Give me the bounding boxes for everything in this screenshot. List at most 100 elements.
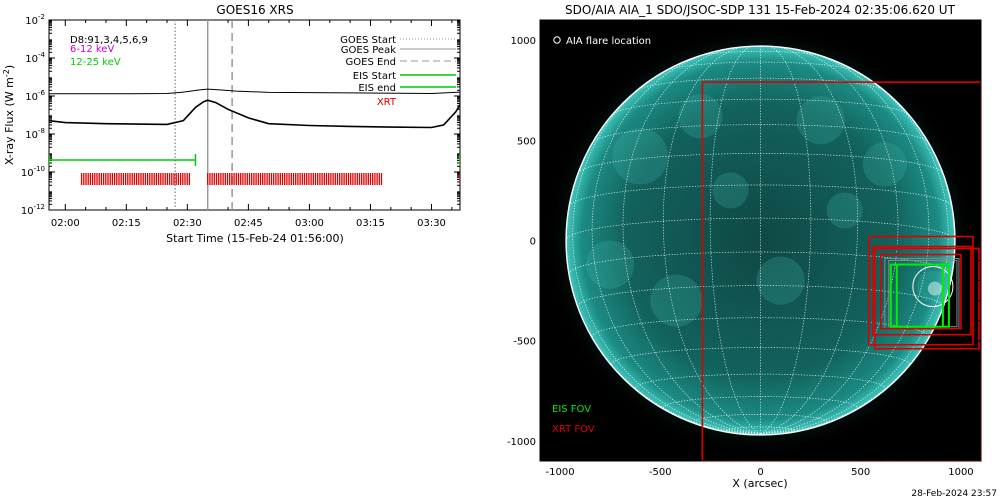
goes-plot-frame <box>48 19 461 211</box>
goes-y-tick-base: 10 <box>21 168 34 179</box>
aia-y-tick-label: -1000 <box>507 437 536 448</box>
sun-active-region <box>862 142 907 187</box>
goes-y-tick-exp: -12 <box>34 203 45 211</box>
flare-legend-label: AIA flare location <box>566 36 651 47</box>
goes-chart-title: GOES16 XRS <box>216 3 293 17</box>
aia-x-tick-label: -500 <box>649 467 672 478</box>
grid-line <box>697 51 824 57</box>
grid-line <box>565 240 761 435</box>
aia-legend: AIA flare location EIS FOV XRT FOV <box>552 36 651 435</box>
goes-y-tick-base: 10 <box>25 130 38 141</box>
goes-legend-left-entry: 12-25 keV <box>70 57 121 68</box>
goes-y-tick-exp: -10 <box>34 165 45 173</box>
goes-y-tick-label: 10-6 <box>25 89 45 103</box>
grid-line <box>591 50 761 435</box>
goes-y-tick-exp: -2 <box>38 13 45 21</box>
xrt-fov-box <box>879 253 962 330</box>
goes-x-axis-label: Start Time (15-Feb-24 01:56:00) <box>166 232 344 245</box>
goes-legend-right-entry: EIS Start <box>353 71 396 82</box>
xrt-fov-box <box>867 235 974 346</box>
aia-y-tick-label: 1000 <box>511 36 536 47</box>
grid-line <box>760 240 956 435</box>
aia-x-tick-label: 500 <box>851 467 870 478</box>
goes-legend-right-entry: GOES Start <box>340 35 396 46</box>
goes-legend-right-entry: EIS end <box>358 83 396 94</box>
aia-y-tick-label: -500 <box>513 337 536 348</box>
goes-x-tick-label: 02:00 <box>51 218 80 229</box>
goes-x-tick-label: 02:45 <box>234 218 263 229</box>
aia-x-axis-label: X (arcsec) <box>732 477 787 490</box>
grid-line <box>635 373 886 389</box>
grid-line <box>568 251 953 275</box>
grid-line <box>568 184 953 207</box>
xrt-fov-box <box>871 245 972 336</box>
sun-disk <box>566 46 955 435</box>
goes-plot-content <box>49 20 460 210</box>
xrt-fov-box <box>873 247 980 350</box>
aia-x-tick-label: -1000 <box>546 467 575 478</box>
grid-line <box>760 45 812 435</box>
goes-y-tick-exp: -4 <box>38 51 46 59</box>
goes-y-axis-label-close: ) <box>3 65 16 69</box>
sun-active-region <box>678 94 723 139</box>
grid-line <box>760 50 930 435</box>
grid-line <box>709 45 761 435</box>
goes-y-axis-label-sup: -2 <box>2 69 11 77</box>
goes-y-tick-label: 10-8 <box>25 127 45 141</box>
eis-fov-box <box>889 263 950 328</box>
solar-limb <box>565 45 956 436</box>
goes-y-tick-base: 10 <box>21 206 34 217</box>
goes-y-tick-label: 10-10 <box>21 165 45 179</box>
aia-y-tick-label: 0 <box>530 237 536 248</box>
goes-x-tick-label: 03:15 <box>356 218 385 229</box>
goes-y-tick-base: 10 <box>25 54 38 65</box>
goes-legend-right-entry: XRT <box>377 97 397 108</box>
goes-legend-right-entry: GOES End <box>346 57 396 68</box>
sun-active-region <box>612 128 669 185</box>
aia-y-ticks: -1000 -500 0 500 1000 <box>507 36 981 448</box>
goes-y-tick-base: 10 <box>25 92 38 103</box>
flare-brightening <box>927 281 942 296</box>
sun-active-region <box>796 96 845 145</box>
goes-x-tick-label: 03:00 <box>295 218 324 229</box>
aia-x-ticks: -1000 -500 0 500 1000 <box>546 20 974 478</box>
grid-line <box>611 347 910 365</box>
goes-legend-left-entry: D8:91,3,4,5,6,9 <box>70 35 148 46</box>
grid-line <box>726 426 795 431</box>
fov-legend-entry: EIS FOV <box>552 404 591 415</box>
grid-line <box>592 124 929 143</box>
goes-x-tick-label: 02:30 <box>173 218 202 229</box>
goes-x-ticks: 02:00 02:15 02:30 02:45 03:00 03:15 03:30 <box>51 20 453 229</box>
goes-x-tick-label: 03:30 <box>417 218 446 229</box>
goes-short-channel-curve <box>49 99 460 129</box>
aia-image-panel: SDO/AIA AIA_1 SDO/JSOC-SDP 131 15-Feb-20… <box>507 3 982 490</box>
grid-line <box>565 217 956 241</box>
goes-long-channel-curve <box>49 88 460 95</box>
goes-y-tick-exp: -8 <box>38 127 45 135</box>
goes-y-tick-label: 10-12 <box>21 203 45 217</box>
grid-line <box>665 61 856 72</box>
goes-y-tick-base: 10 <box>25 16 38 27</box>
grid-line <box>662 396 859 408</box>
goes-legend-right-entry: GOES Peak <box>341 45 396 56</box>
goes-y-tick-label: 10-4 <box>25 51 45 65</box>
goes-y-axis-label-main: X-ray Flux (W m <box>3 77 16 165</box>
aia-x-tick-label: 1000 <box>948 467 973 478</box>
grid-line <box>760 47 899 435</box>
aia-y-tick-label: 500 <box>517 136 536 147</box>
goes-x-tick-label: 02:15 <box>112 218 141 229</box>
grid-line <box>622 47 761 435</box>
sun-active-region <box>586 240 635 289</box>
goes-legend-left-entry: 6-12 keV <box>70 44 114 55</box>
grid-line <box>572 64 761 435</box>
goes-y-tick-exp: -6 <box>38 89 46 97</box>
grid-line <box>636 77 885 91</box>
grid-line <box>693 414 828 422</box>
sun-active-region <box>712 172 749 209</box>
fov-legend-entry: XRT FOV <box>552 424 595 435</box>
sun-active-region <box>650 274 703 327</box>
